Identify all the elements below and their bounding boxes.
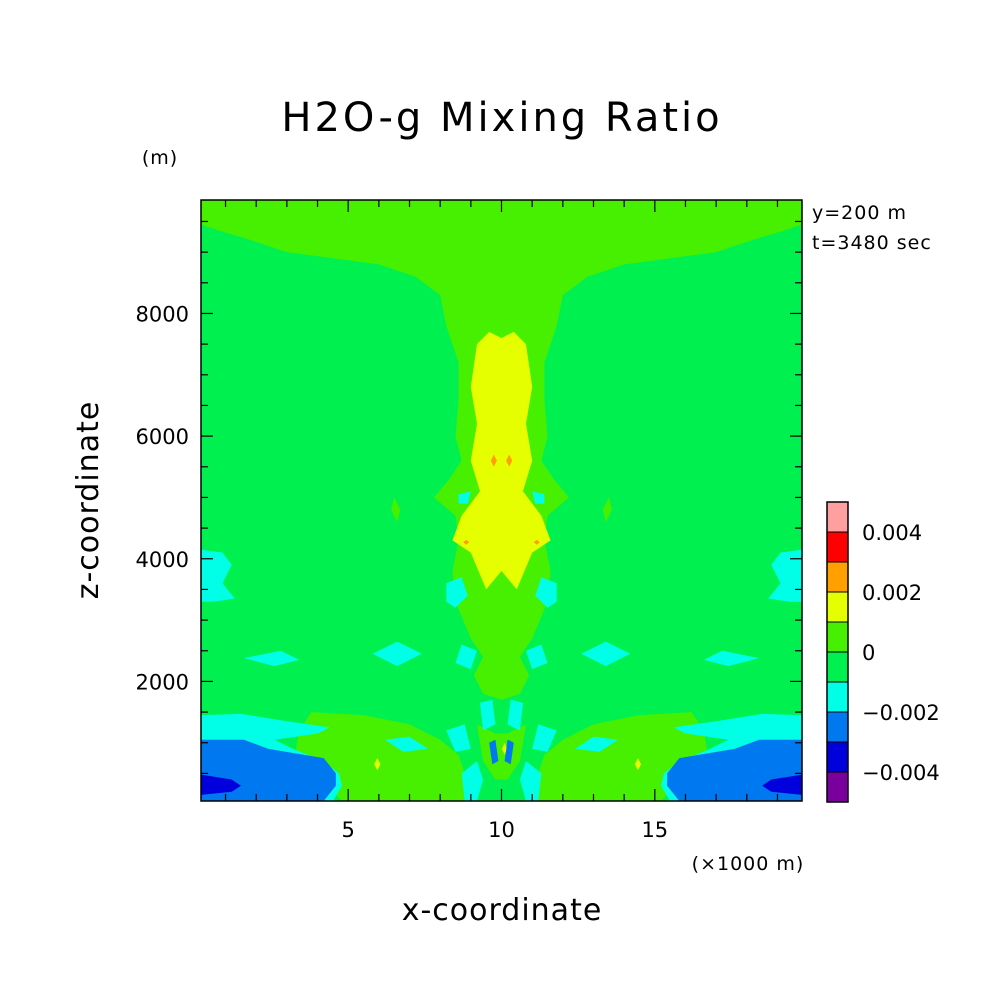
- contour-region-4: [463, 539, 470, 545]
- contour-region-22: [372, 641, 422, 667]
- contour-region-19: [768, 549, 802, 602]
- contour-region-2: [490, 454, 497, 467]
- contour-region-10: [477, 724, 526, 780]
- annotation-y-position: y=200 m: [812, 202, 907, 224]
- contour-region-3: [506, 454, 513, 467]
- contour-region-17: [762, 774, 802, 795]
- contour-region-38: [489, 739, 499, 765]
- x-tick-label: 10: [488, 818, 515, 842]
- plot-frame: [200, 199, 803, 802]
- colorbar-tick-label: 0.002: [862, 581, 922, 605]
- contour-region-20: [243, 650, 300, 667]
- contour-region-16: [201, 774, 241, 795]
- colorbar-band: [826, 681, 849, 713]
- contour-region-30: [480, 699, 496, 731]
- colorbar-band: [826, 711, 849, 743]
- contour-region-21: [703, 650, 760, 667]
- chart-title: H2O-g Mixing Ratio: [281, 95, 722, 141]
- contour-region-25: [575, 736, 618, 752]
- y-tick-label: 6000: [136, 425, 189, 449]
- colorbar-tick-label: −0.004: [862, 761, 940, 785]
- colorbar-tick-label: 0: [862, 641, 875, 665]
- colorbar-band: [826, 621, 849, 653]
- y-tick-label: 2000: [136, 670, 189, 694]
- contour-region-33: [532, 724, 557, 752]
- colorbar-bands: [826, 501, 849, 803]
- x-axis-label: x-coordinate: [402, 893, 603, 928]
- y-axis-ticks: [201, 220, 802, 775]
- y-tick-label: 8000: [136, 302, 189, 326]
- contour-region-24: [385, 736, 428, 752]
- annotation-time: t=3480 sec: [812, 232, 932, 254]
- contour-region-41: [602, 497, 612, 522]
- contour-region-23: [581, 641, 631, 667]
- x-tick-label: 5: [341, 818, 354, 842]
- contour-regions: [201, 200, 802, 801]
- contour-region-34: [458, 491, 471, 504]
- contour-region-26: [446, 577, 468, 608]
- colorbar-band: [826, 591, 849, 623]
- plot-area: [200, 199, 803, 802]
- colorbar-band: [826, 531, 849, 563]
- contour-region-11: [502, 742, 507, 755]
- contour-region-29: [526, 644, 548, 670]
- contour-region-37: [519, 761, 542, 801]
- contour-region-36: [461, 761, 484, 801]
- y-axis-label: z-coordinate: [71, 401, 106, 600]
- colorbar-tick-labels: 0.004 0.002 0 −0.002 −0.004: [862, 521, 940, 785]
- contour-region-40: [391, 497, 401, 522]
- y-tick-label: 4000: [136, 548, 189, 572]
- contour-region-31: [507, 699, 523, 731]
- contour-region-8: [374, 758, 381, 771]
- contour-region-32: [446, 724, 471, 752]
- colorbar-band: [826, 771, 849, 803]
- contour-region-5: [533, 539, 540, 545]
- colorbar-frame: [826, 501, 849, 803]
- colorbar-band: [826, 651, 849, 683]
- contour-region-18: [201, 549, 235, 602]
- x-tick-label: 15: [641, 818, 668, 842]
- contour-region-39: [504, 739, 514, 765]
- contour-region-1: [452, 331, 551, 590]
- contour-region-9: [634, 758, 641, 771]
- colorbar-tick-label: 0.004: [862, 521, 922, 545]
- contour-region-27: [535, 577, 557, 608]
- colorbar-tick-label: −0.002: [862, 701, 940, 725]
- colorbar-band: [826, 561, 849, 593]
- y-axis-unit: (m): [142, 147, 178, 169]
- contour-region-28: [455, 644, 477, 670]
- y-axis-tick-labels: 2000 4000 6000 8000: [136, 302, 189, 694]
- colorbar-band: [826, 501, 849, 533]
- colorbar: 0.004 0.002 0 −0.002 −0.004: [826, 501, 940, 803]
- contour-region-35: [532, 491, 545, 504]
- x-axis-tick-labels: 5 10 15: [341, 818, 668, 842]
- colorbar-band: [826, 741, 849, 773]
- x-axis-ticks: [224, 200, 779, 801]
- x-axis-unit: (×1000 m): [692, 853, 805, 875]
